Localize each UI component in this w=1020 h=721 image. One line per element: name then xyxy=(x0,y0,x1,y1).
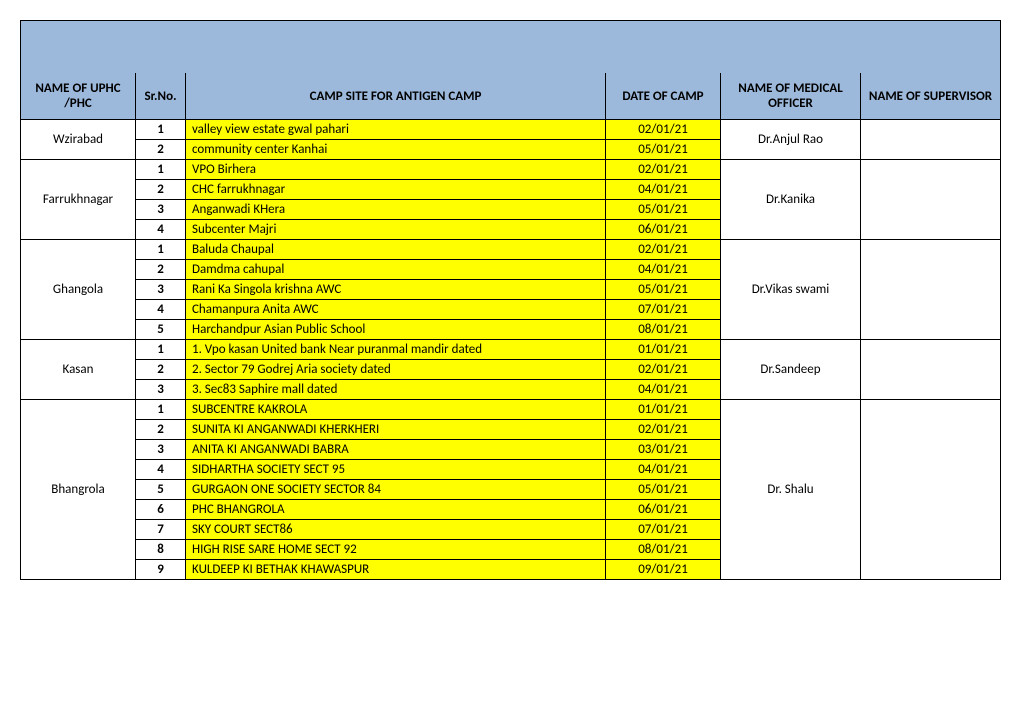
srno-cell: 3 xyxy=(136,200,186,220)
camp-site-cell: Subcenter Majri xyxy=(186,220,606,240)
table-row: Farrukhnagar1VPO Birhera02/01/21Dr.Kanik… xyxy=(21,160,1001,180)
camp-site-cell: SIDHARTHA SOCIETY SECT 95 xyxy=(186,460,606,480)
srno-cell: 2 xyxy=(136,260,186,280)
table-row: Wzirabad1valley view estate gwal pahari0… xyxy=(21,120,1001,140)
camp-site-cell: VPO Birhera xyxy=(186,160,606,180)
srno-cell: 1 xyxy=(136,400,186,420)
camp-date-cell: 02/01/21 xyxy=(606,160,721,180)
camp-date-cell: 08/01/21 xyxy=(606,540,721,560)
supervisor-cell xyxy=(861,240,1001,340)
camp-date-cell: 06/01/21 xyxy=(606,220,721,240)
phc-cell: Ghangola xyxy=(21,240,136,340)
camp-date-cell: 03/01/21 xyxy=(606,440,721,460)
srno-cell: 4 xyxy=(136,460,186,480)
srno-cell: 9 xyxy=(136,560,186,580)
officer-cell: Dr.Anjul Rao xyxy=(721,120,861,160)
phc-cell: Bhangrola xyxy=(21,400,136,580)
camp-site-cell: Damdma cahupal xyxy=(186,260,606,280)
camp-date-cell: 01/01/21 xyxy=(606,340,721,360)
camp-date-cell: 04/01/21 xyxy=(606,260,721,280)
camp-site-cell: SUNITA KI ANGANWADI KHERKHERI xyxy=(186,420,606,440)
supervisor-cell xyxy=(861,160,1001,240)
camp-date-cell: 05/01/21 xyxy=(606,280,721,300)
officer-cell: Dr.Sandeep xyxy=(721,340,861,400)
srno-cell: 4 xyxy=(136,300,186,320)
camp-site-cell: KULDEEP KI BETHAK KHAWASPUR xyxy=(186,560,606,580)
col-head-date: DATE OF CAMP xyxy=(606,73,721,120)
camp-site-cell: valley view estate gwal pahari xyxy=(186,120,606,140)
phc-cell: Kasan xyxy=(21,340,136,400)
camp-date-cell: 05/01/21 xyxy=(606,140,721,160)
table-head: NAME OF UPHC /PHC Sr.No. CAMP SITE FOR A… xyxy=(21,21,1001,120)
camp-site-cell: Harchandpur Asian Public School xyxy=(186,320,606,340)
col-head-officer: NAME OF MEDICAL OFFICER xyxy=(721,73,861,120)
camp-site-cell: PHC BHANGROLA xyxy=(186,500,606,520)
srno-cell: 1 xyxy=(136,160,186,180)
camp-date-cell: 09/01/21 xyxy=(606,560,721,580)
camp-date-cell: 05/01/21 xyxy=(606,200,721,220)
supervisor-cell xyxy=(861,120,1001,160)
camp-date-cell: 04/01/21 xyxy=(606,380,721,400)
camp-site-cell: community center Kanhai xyxy=(186,140,606,160)
table-body: Wzirabad1valley view estate gwal pahari0… xyxy=(21,120,1001,580)
srno-cell: 4 xyxy=(136,220,186,240)
camp-site-cell: 1. Vpo kasan United bank Near puranmal m… xyxy=(186,340,606,360)
camp-site-cell: GURGAON ONE SOCIETY SECTOR 84 xyxy=(186,480,606,500)
camp-site-cell: SUBCENTRE KAKROLA xyxy=(186,400,606,420)
header-spacer xyxy=(21,21,1001,74)
table-row: Ghangola1Baluda Chaupal02/01/21Dr.Vikas … xyxy=(21,240,1001,260)
col-head-supervisor: NAME OF SUPERVISOR xyxy=(861,73,1001,120)
srno-cell: 6 xyxy=(136,500,186,520)
srno-cell: 3 xyxy=(136,380,186,400)
phc-cell: Farrukhnagar xyxy=(21,160,136,240)
camp-site-cell: CHC farrukhnagar xyxy=(186,180,606,200)
camp-date-cell: 02/01/21 xyxy=(606,120,721,140)
camp-site-cell: 2. Sector 79 Godrej Aria society dated xyxy=(186,360,606,380)
camp-date-cell: 06/01/21 xyxy=(606,500,721,520)
camp-site-cell: Anganwadi KHera xyxy=(186,200,606,220)
srno-cell: 3 xyxy=(136,280,186,300)
srno-cell: 2 xyxy=(136,140,186,160)
officer-cell: Dr.Vikas swami xyxy=(721,240,861,340)
table-row: Bhangrola1SUBCENTRE KAKROLA01/01/21Dr. S… xyxy=(21,400,1001,420)
officer-cell: Dr.Kanika xyxy=(721,160,861,240)
srno-cell: 2 xyxy=(136,180,186,200)
camp-site-cell: Baluda Chaupal xyxy=(186,240,606,260)
camp-schedule-table: NAME OF UPHC /PHC Sr.No. CAMP SITE FOR A… xyxy=(20,20,1001,580)
camp-date-cell: 02/01/21 xyxy=(606,360,721,380)
camp-site-cell: SKY COURT SECT86 xyxy=(186,520,606,540)
officer-cell: Dr. Shalu xyxy=(721,400,861,580)
camp-site-cell: ANITA KI ANGANWADI BABRA xyxy=(186,440,606,460)
srno-cell: 5 xyxy=(136,320,186,340)
camp-date-cell: 04/01/21 xyxy=(606,460,721,480)
camp-date-cell: 07/01/21 xyxy=(606,300,721,320)
camp-date-cell: 08/01/21 xyxy=(606,320,721,340)
camp-site-cell: Chamanpura Anita AWC xyxy=(186,300,606,320)
camp-date-cell: 02/01/21 xyxy=(606,240,721,260)
srno-cell: 2 xyxy=(136,360,186,380)
col-head-srno: Sr.No. xyxy=(136,73,186,120)
camp-date-cell: 02/01/21 xyxy=(606,420,721,440)
srno-cell: 2 xyxy=(136,420,186,440)
col-head-site: CAMP SITE FOR ANTIGEN CAMP xyxy=(186,73,606,120)
camp-date-cell: 04/01/21 xyxy=(606,180,721,200)
supervisor-cell xyxy=(861,400,1001,580)
srno-cell: 8 xyxy=(136,540,186,560)
srno-cell: 1 xyxy=(136,340,186,360)
col-head-phc: NAME OF UPHC /PHC xyxy=(21,73,136,120)
camp-site-cell: 3. Sec83 Saphire mall dated xyxy=(186,380,606,400)
table-row: Kasan11. Vpo kasan United bank Near pura… xyxy=(21,340,1001,360)
srno-cell: 1 xyxy=(136,120,186,140)
camp-date-cell: 05/01/21 xyxy=(606,480,721,500)
srno-cell: 1 xyxy=(136,240,186,260)
camp-date-cell: 01/01/21 xyxy=(606,400,721,420)
phc-cell: Wzirabad xyxy=(21,120,136,160)
supervisor-cell xyxy=(861,340,1001,400)
camp-site-cell: HIGH RISE SARE HOME SECT 92 xyxy=(186,540,606,560)
srno-cell: 7 xyxy=(136,520,186,540)
camp-site-cell: Rani Ka Singola krishna AWC xyxy=(186,280,606,300)
srno-cell: 5 xyxy=(136,480,186,500)
camp-date-cell: 07/01/21 xyxy=(606,520,721,540)
srno-cell: 3 xyxy=(136,440,186,460)
